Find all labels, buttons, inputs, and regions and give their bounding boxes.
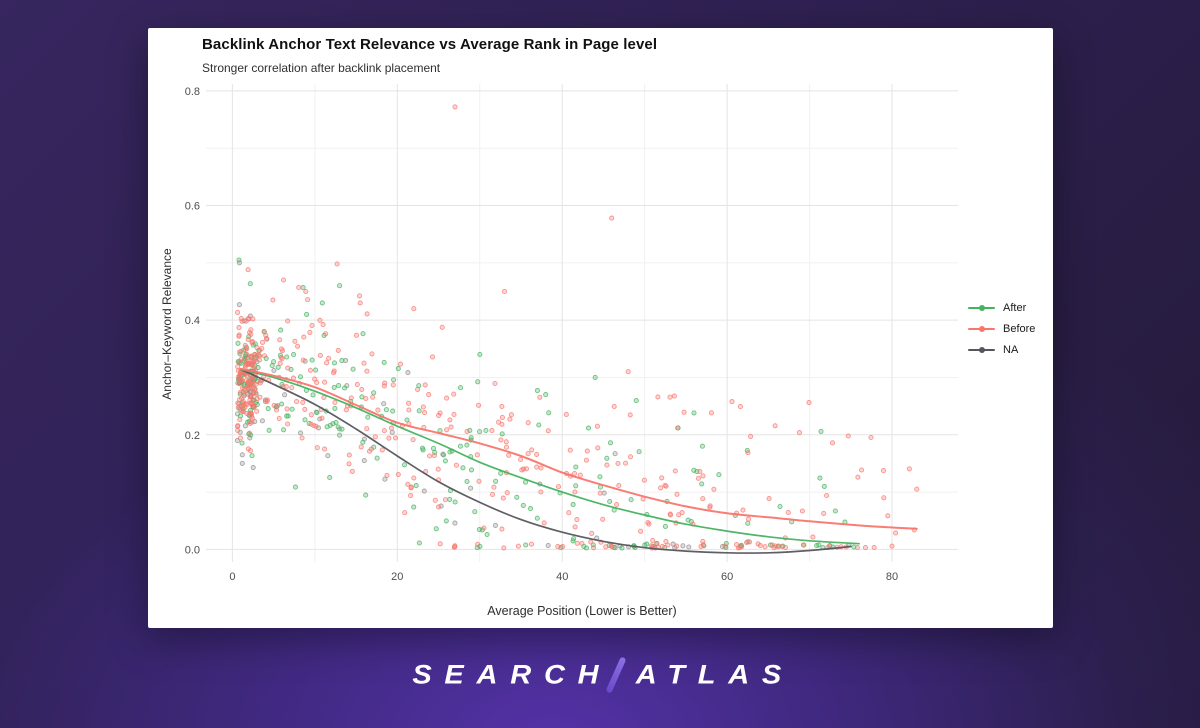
x-tick-label: 20 [391,571,403,583]
legend-item-after: After [968,302,1035,314]
y-tick-label: 0.4 [185,315,200,327]
chart-title: Backlink Anchor Text Relevance vs Averag… [202,36,658,53]
chart-card: 0 20 40 60 80 0.0 0.2 0.4 0.6 0.8 Backlink Anchor… [148,28,1053,628]
y-tick-label: 0.8 [185,86,200,98]
trend-line-na [239,368,852,554]
brand-word-search: SEARCH [412,659,612,690]
x-tick-label: 80 [886,571,898,583]
legend-label: After [1003,302,1027,314]
legend-swatch-icon [968,344,995,356]
x-axis-label: Average Position (Lower is Better) [487,604,677,618]
x-tick-label: 40 [556,571,568,583]
y-tick-label: 0.2 [185,430,200,442]
scatter-plot-canvas: 0 20 40 60 80 0.0 0.2 0.4 0.6 0.8 [185,84,958,583]
y-axis-label: Anchor–Keyword Relevance [160,248,174,400]
legend-swatch-icon [968,323,995,335]
chart-legend: After Before NA [968,302,1035,356]
chart-subtitle: Stronger correlation after backlink plac… [202,61,441,75]
y-tick-label: 0.6 [185,201,200,213]
points-before [235,104,920,551]
x-tick-label: 0 [229,571,235,583]
legend-label: Before [1003,323,1036,335]
brand-logo: SEARCH ATLAS [0,650,1200,700]
legend-item-before: Before [968,323,1035,335]
x-tick-label: 60 [721,571,733,583]
y-tick-label: 0.0 [185,544,200,556]
legend-swatch-icon [968,302,995,314]
trend-line-after [239,368,860,545]
trend-line-before [239,367,918,530]
points-after [235,257,857,551]
brand-word-atlas: ATLAS [635,659,795,690]
legend-label: NA [1003,344,1019,356]
legend-item-na: NA [968,344,1035,356]
